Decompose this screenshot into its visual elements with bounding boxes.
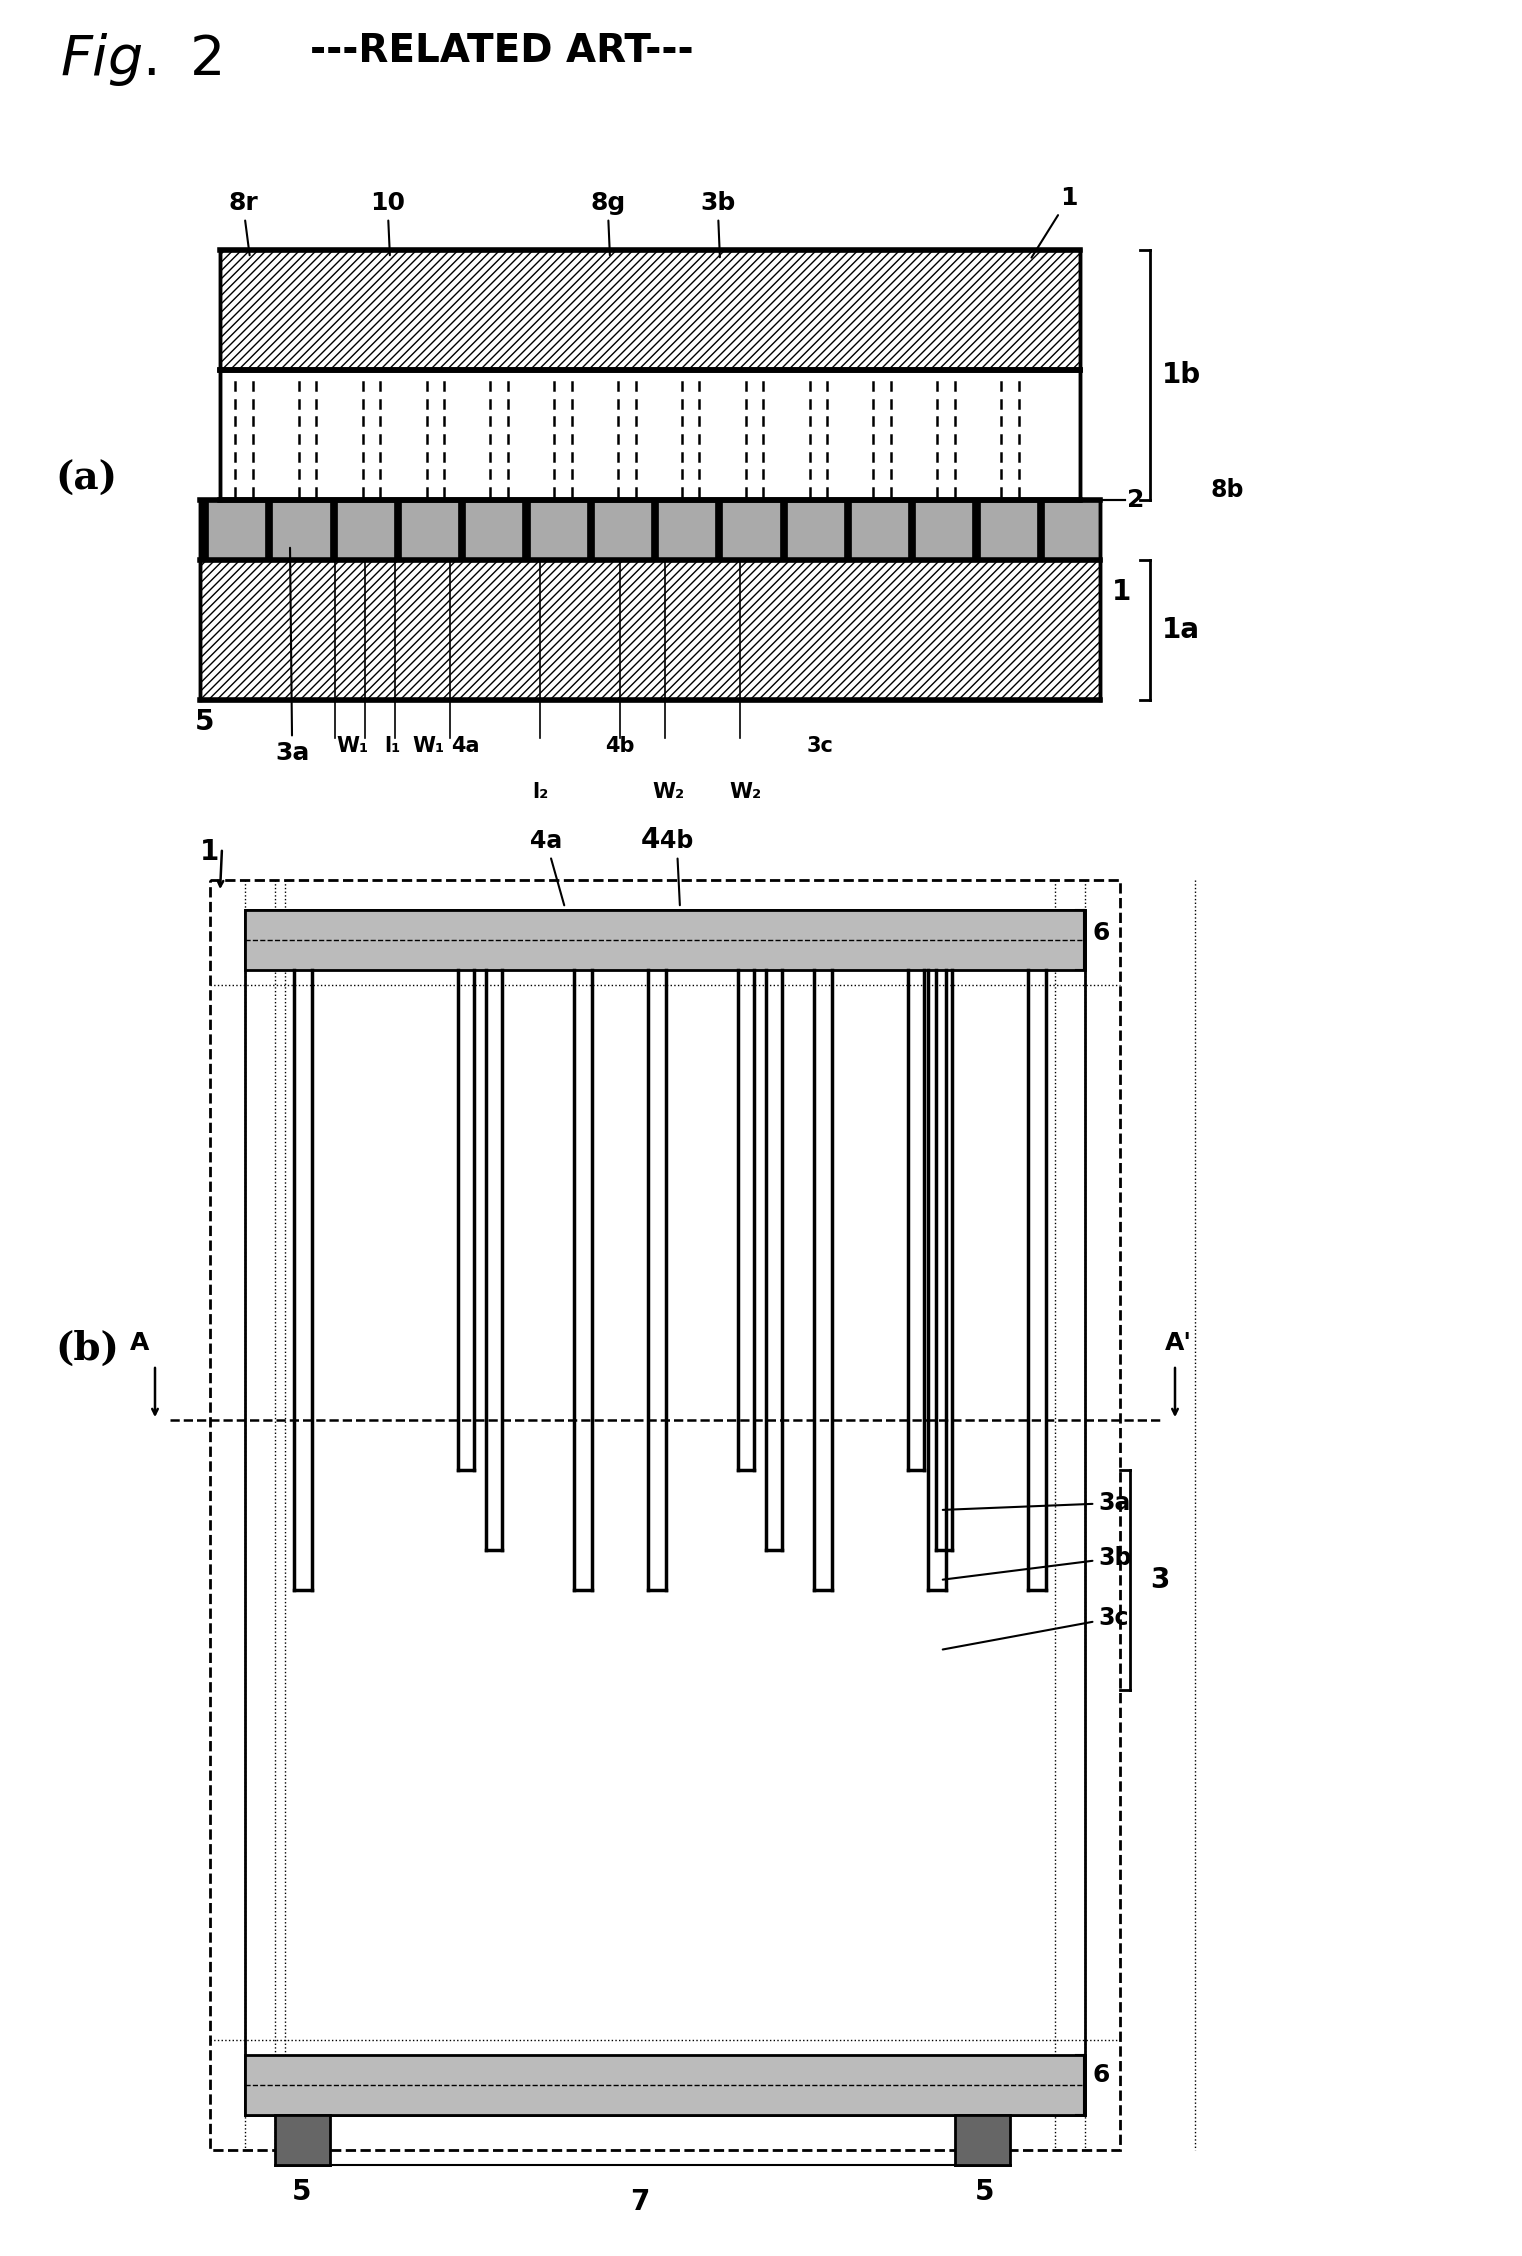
Text: 1: 1 xyxy=(1113,578,1131,607)
Polygon shape xyxy=(221,370,1081,501)
Text: l₁: l₁ xyxy=(384,735,400,756)
Text: ---RELATED ART---: ---RELATED ART--- xyxy=(310,32,694,70)
Polygon shape xyxy=(199,559,1100,699)
Text: (b): (b) xyxy=(55,1331,119,1367)
Polygon shape xyxy=(245,909,1085,2116)
Text: 7: 7 xyxy=(630,2188,650,2215)
Text: 3a: 3a xyxy=(942,1491,1131,1516)
Text: A: A xyxy=(129,1331,149,1356)
Text: 3a: 3a xyxy=(275,548,309,765)
Polygon shape xyxy=(201,501,209,559)
Text: 1a: 1a xyxy=(1161,616,1199,643)
Text: 5: 5 xyxy=(976,2177,995,2206)
Polygon shape xyxy=(843,501,851,559)
Polygon shape xyxy=(210,880,1120,2150)
Text: 8r: 8r xyxy=(228,192,257,255)
Text: W₂: W₂ xyxy=(729,783,761,801)
Text: W₂: W₂ xyxy=(651,783,683,801)
Text: 3b: 3b xyxy=(942,1545,1131,1579)
Polygon shape xyxy=(221,250,1081,370)
Polygon shape xyxy=(245,2055,1085,2116)
Polygon shape xyxy=(954,2116,1011,2166)
Text: 2: 2 xyxy=(1126,487,1145,512)
Text: 5: 5 xyxy=(195,708,215,735)
Polygon shape xyxy=(779,501,787,559)
Text: W₁: W₁ xyxy=(412,735,444,756)
Text: 5: 5 xyxy=(292,2177,312,2206)
Polygon shape xyxy=(330,501,336,559)
Text: 4a: 4a xyxy=(530,828,565,905)
Text: 3: 3 xyxy=(1151,1566,1169,1595)
Text: A': A' xyxy=(1164,1331,1192,1356)
Text: 4a: 4a xyxy=(451,735,479,756)
Text: 4b: 4b xyxy=(661,828,694,905)
Text: 1: 1 xyxy=(1032,185,1078,257)
Text: 8g: 8g xyxy=(591,192,626,255)
Text: 3c: 3c xyxy=(942,1606,1128,1649)
Text: 1b: 1b xyxy=(1161,361,1201,388)
Text: 6: 6 xyxy=(1091,920,1110,945)
Text: (a): (a) xyxy=(55,460,117,499)
Text: W₁: W₁ xyxy=(336,735,368,756)
Text: 3b: 3b xyxy=(700,192,735,257)
Polygon shape xyxy=(1036,501,1044,559)
Polygon shape xyxy=(651,501,658,559)
Text: l₂: l₂ xyxy=(531,783,548,801)
Text: 3c: 3c xyxy=(807,735,834,756)
Polygon shape xyxy=(265,501,272,559)
Polygon shape xyxy=(715,501,723,559)
Text: 8b: 8b xyxy=(1210,478,1243,503)
Polygon shape xyxy=(586,501,594,559)
Polygon shape xyxy=(522,501,530,559)
Polygon shape xyxy=(245,909,1085,970)
Text: 6: 6 xyxy=(1091,2062,1110,2087)
Text: 4b: 4b xyxy=(606,735,635,756)
Text: $Fig.\ 2$: $Fig.\ 2$ xyxy=(59,32,221,88)
Text: 4: 4 xyxy=(641,826,659,855)
Polygon shape xyxy=(199,501,1100,559)
Polygon shape xyxy=(394,501,402,559)
Text: 10: 10 xyxy=(370,192,405,255)
Polygon shape xyxy=(458,501,466,559)
Polygon shape xyxy=(909,501,915,559)
Polygon shape xyxy=(275,2116,330,2166)
Polygon shape xyxy=(973,501,980,559)
Text: 1: 1 xyxy=(199,837,219,866)
